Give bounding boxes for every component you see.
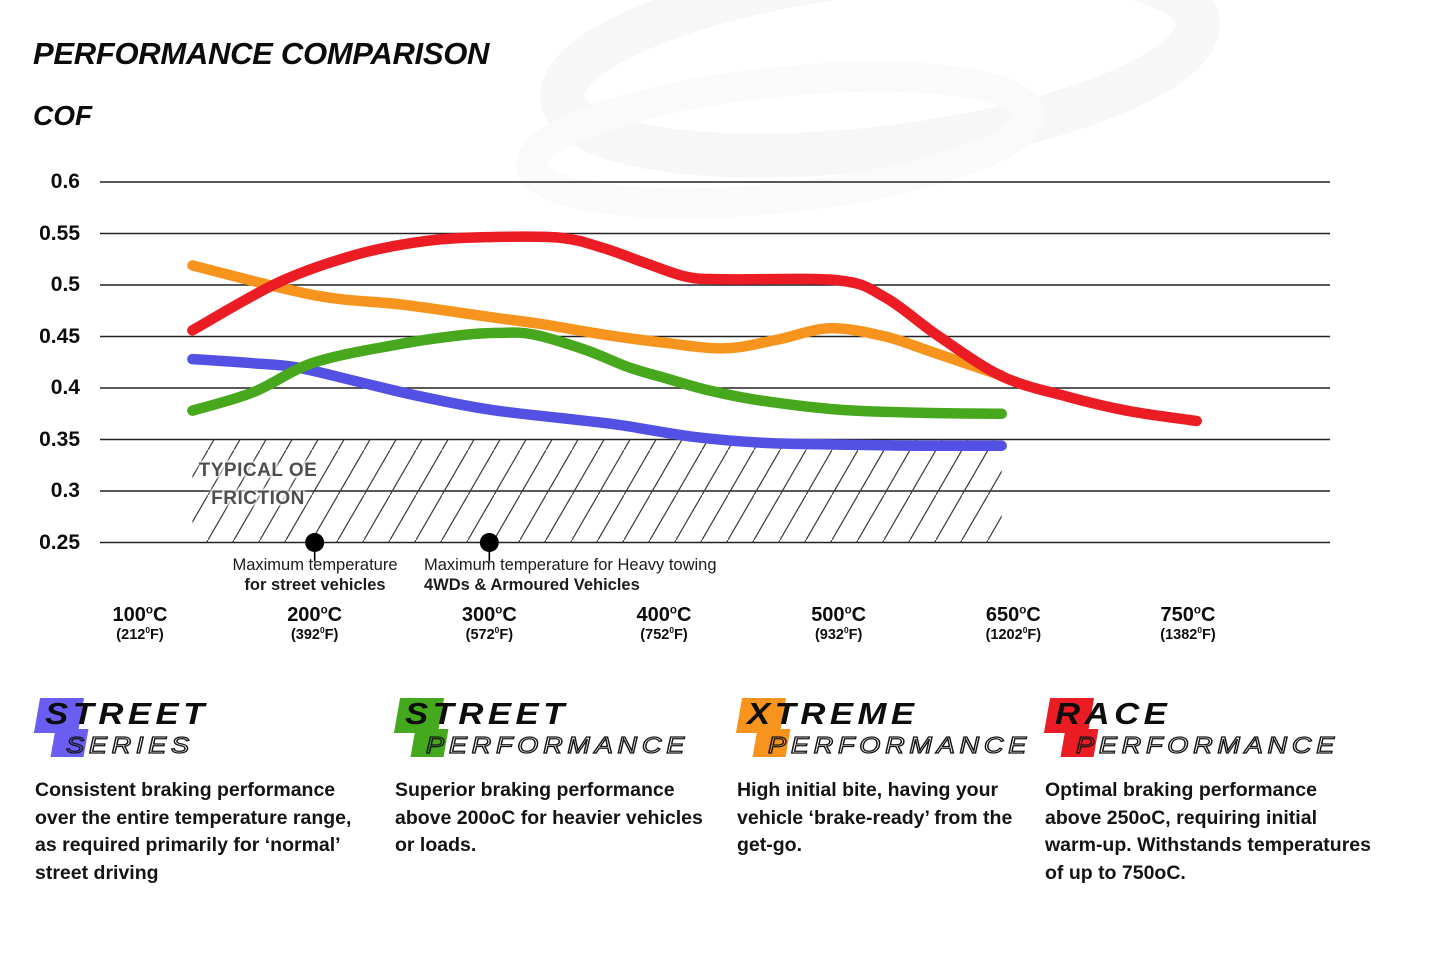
- y-tick-label: 0.35: [39, 427, 80, 451]
- legend: STREET SERIES Consistent braking perform…: [0, 696, 1445, 968]
- series-race-performance: [187, 231, 1202, 427]
- oe-label-line2: FRICTION: [211, 488, 305, 509]
- page-title: PERFORMANCE COMPARISON: [33, 36, 490, 71]
- logo-word2: SERIES: [65, 731, 194, 758]
- annotation-line-bold: 4WDs & Armoured Vehicles: [424, 575, 640, 594]
- oe-label-line1: TYPICAL OE: [198, 460, 318, 481]
- typical-oe-friction-region: [192, 439, 1002, 543]
- x-tick-label: 400oC (7520F): [636, 603, 692, 643]
- street-series-logo: STREET SERIES: [33, 696, 367, 768]
- legend-description: Optimal braking performance above 250oC,…: [1045, 779, 1371, 884]
- logo-word2: PERFORMANCE: [767, 731, 1032, 758]
- race-performance-logo: RACE PERFORMANCE: [1043, 696, 1375, 768]
- y-tick-label: 0.5: [50, 273, 80, 296]
- logo-word1: STREET: [405, 696, 569, 731]
- x-tick-label: 300oC (5720F): [461, 603, 517, 643]
- y-tick-label: 0.55: [39, 221, 80, 245]
- legend-xtreme-performance: XTREME PERFORMANCE High initial bite, ha…: [735, 696, 1032, 860]
- annotation-max-temp-towing: Maximum temperature for Heavy towing 4WD…: [424, 556, 717, 595]
- x-tick-label: 200oC (3920F): [287, 603, 343, 643]
- typical-oe-friction-label: TYPICAL OE FRICTION: [168, 457, 348, 513]
- legend-street-performance: STREET PERFORMANCE Superior braking perf…: [393, 696, 717, 860]
- legend-description: Consistent braking performance over the …: [35, 779, 352, 884]
- annotation-dot: [305, 533, 325, 552]
- annotation-line: Maximum temperature: [232, 556, 398, 574]
- xtreme-performance-logo: XTREME PERFORMANCE: [735, 696, 1032, 768]
- legend-description: High initial bite, having your vehicle ‘…: [737, 779, 1013, 856]
- x-tick-label: 500oC (9320F): [811, 603, 867, 643]
- y-tick-label: 0.6: [50, 170, 80, 193]
- logo-word2: PERFORMANCE: [425, 731, 690, 758]
- logo-word2: PERFORMANCE: [1075, 731, 1340, 758]
- y-tick-label: 0.4: [50, 376, 80, 399]
- series-street-series: [187, 353, 1007, 452]
- street-performance-logo: STREET PERFORMANCE: [393, 696, 717, 768]
- x-tick-label: 650oC (12020F): [985, 603, 1042, 643]
- annotation-dot: [479, 533, 499, 552]
- y-axis-title: COF: [33, 100, 93, 131]
- legend-description: Superior braking performance above 200oC…: [395, 779, 703, 856]
- annotation-max-temp-street: Maximum temperature for street vehicles: [232, 556, 397, 595]
- logo-word1: STREET: [45, 696, 209, 731]
- x-tick-label: 750oC (13820F): [1160, 603, 1216, 643]
- annotation-line: Maximum temperature for Heavy towing: [424, 556, 717, 574]
- series-street-performance: [187, 327, 1007, 420]
- logo-word1: RACE: [1055, 696, 1172, 731]
- x-tick-label: 100oC (2120F): [112, 603, 168, 643]
- y-tick-label: 0.25: [39, 530, 80, 554]
- logo-word1: XTREME: [747, 696, 919, 731]
- legend-race-performance: RACE PERFORMANCE Optimal braking perform…: [1043, 696, 1375, 887]
- y-tick-label: 0.3: [50, 479, 80, 502]
- y-tick-label: 0.45: [39, 324, 80, 348]
- series-xtreme-performance: [187, 260, 1007, 381]
- background-swoosh-2: [516, 61, 1044, 219]
- legend-street-series: STREET SERIES Consistent braking perform…: [33, 696, 367, 887]
- annotation-line-bold: for street vehicles: [244, 575, 386, 594]
